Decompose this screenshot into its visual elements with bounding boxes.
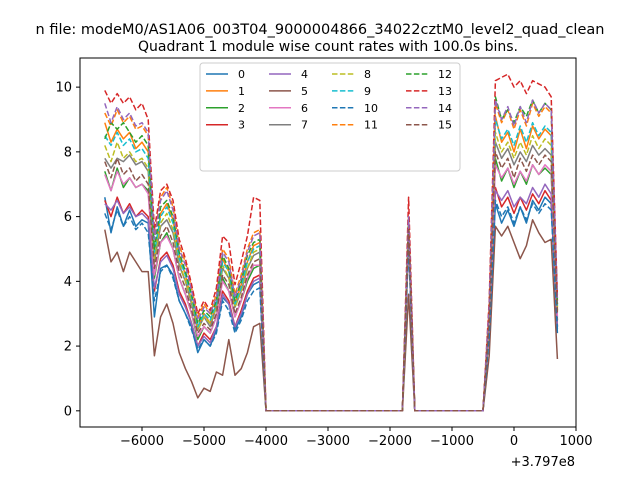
series-line-4 bbox=[104, 183, 559, 412]
legend-label: 10 bbox=[364, 102, 378, 115]
legend-label: 5 bbox=[301, 85, 308, 98]
series-line-10 bbox=[104, 199, 559, 412]
legend-label: 0 bbox=[238, 68, 245, 81]
x-tick-label: −3000 bbox=[306, 434, 350, 449]
series-line-5 bbox=[104, 219, 559, 412]
y-axis: 0 2 4 6 8 10 bbox=[55, 81, 80, 419]
legend-label: 11 bbox=[364, 119, 378, 132]
y-tick-label: 4 bbox=[64, 275, 72, 290]
x-tick-label: −6000 bbox=[120, 434, 164, 449]
series-line-14 bbox=[104, 99, 559, 412]
legend-label: 12 bbox=[438, 68, 452, 81]
suptitle: n file: modeM0/AS1A06_003T04_9000004866_… bbox=[36, 22, 605, 38]
legend-label: 4 bbox=[301, 68, 308, 81]
x-tick-label: 1000 bbox=[559, 434, 592, 449]
y-tick-label: 6 bbox=[64, 210, 72, 225]
chart-title: Quadrant 1 module wise count rates with … bbox=[138, 39, 518, 55]
series-line-15 bbox=[104, 151, 559, 412]
x-offset-label: +3.797e8 bbox=[511, 455, 575, 470]
series-lines bbox=[104, 73, 559, 412]
x-tick-label: −4000 bbox=[244, 434, 288, 449]
series-line-6 bbox=[104, 164, 559, 412]
y-tick-label: 8 bbox=[64, 145, 72, 160]
plot-frame bbox=[79, 57, 577, 428]
legend-label: 3 bbox=[238, 119, 245, 132]
legend-label: 1 bbox=[238, 85, 245, 98]
legend-label: 14 bbox=[438, 102, 452, 115]
legend-label: 2 bbox=[238, 102, 245, 115]
x-tick-label: −5000 bbox=[182, 434, 226, 449]
legend-label: 15 bbox=[438, 119, 452, 132]
y-tick-label: 10 bbox=[55, 81, 72, 96]
x-tick-label: 0 bbox=[510, 434, 518, 449]
y-tick-label: 2 bbox=[64, 340, 72, 355]
legend-label: 6 bbox=[301, 102, 308, 115]
x-tick-label: −1000 bbox=[430, 434, 474, 449]
legend-frame bbox=[199, 62, 461, 172]
x-axis: −6000 −5000 −4000 −3000 −2000 −1000 0 1000 bbox=[120, 427, 593, 449]
legend-label: 7 bbox=[301, 119, 308, 132]
legend-label: 9 bbox=[364, 85, 371, 98]
legend-label: 13 bbox=[438, 85, 452, 98]
y-tick-label: 0 bbox=[64, 404, 72, 419]
x-tick-label: −2000 bbox=[368, 434, 412, 449]
legend-label: 8 bbox=[364, 68, 371, 81]
series-line-13 bbox=[104, 73, 559, 412]
